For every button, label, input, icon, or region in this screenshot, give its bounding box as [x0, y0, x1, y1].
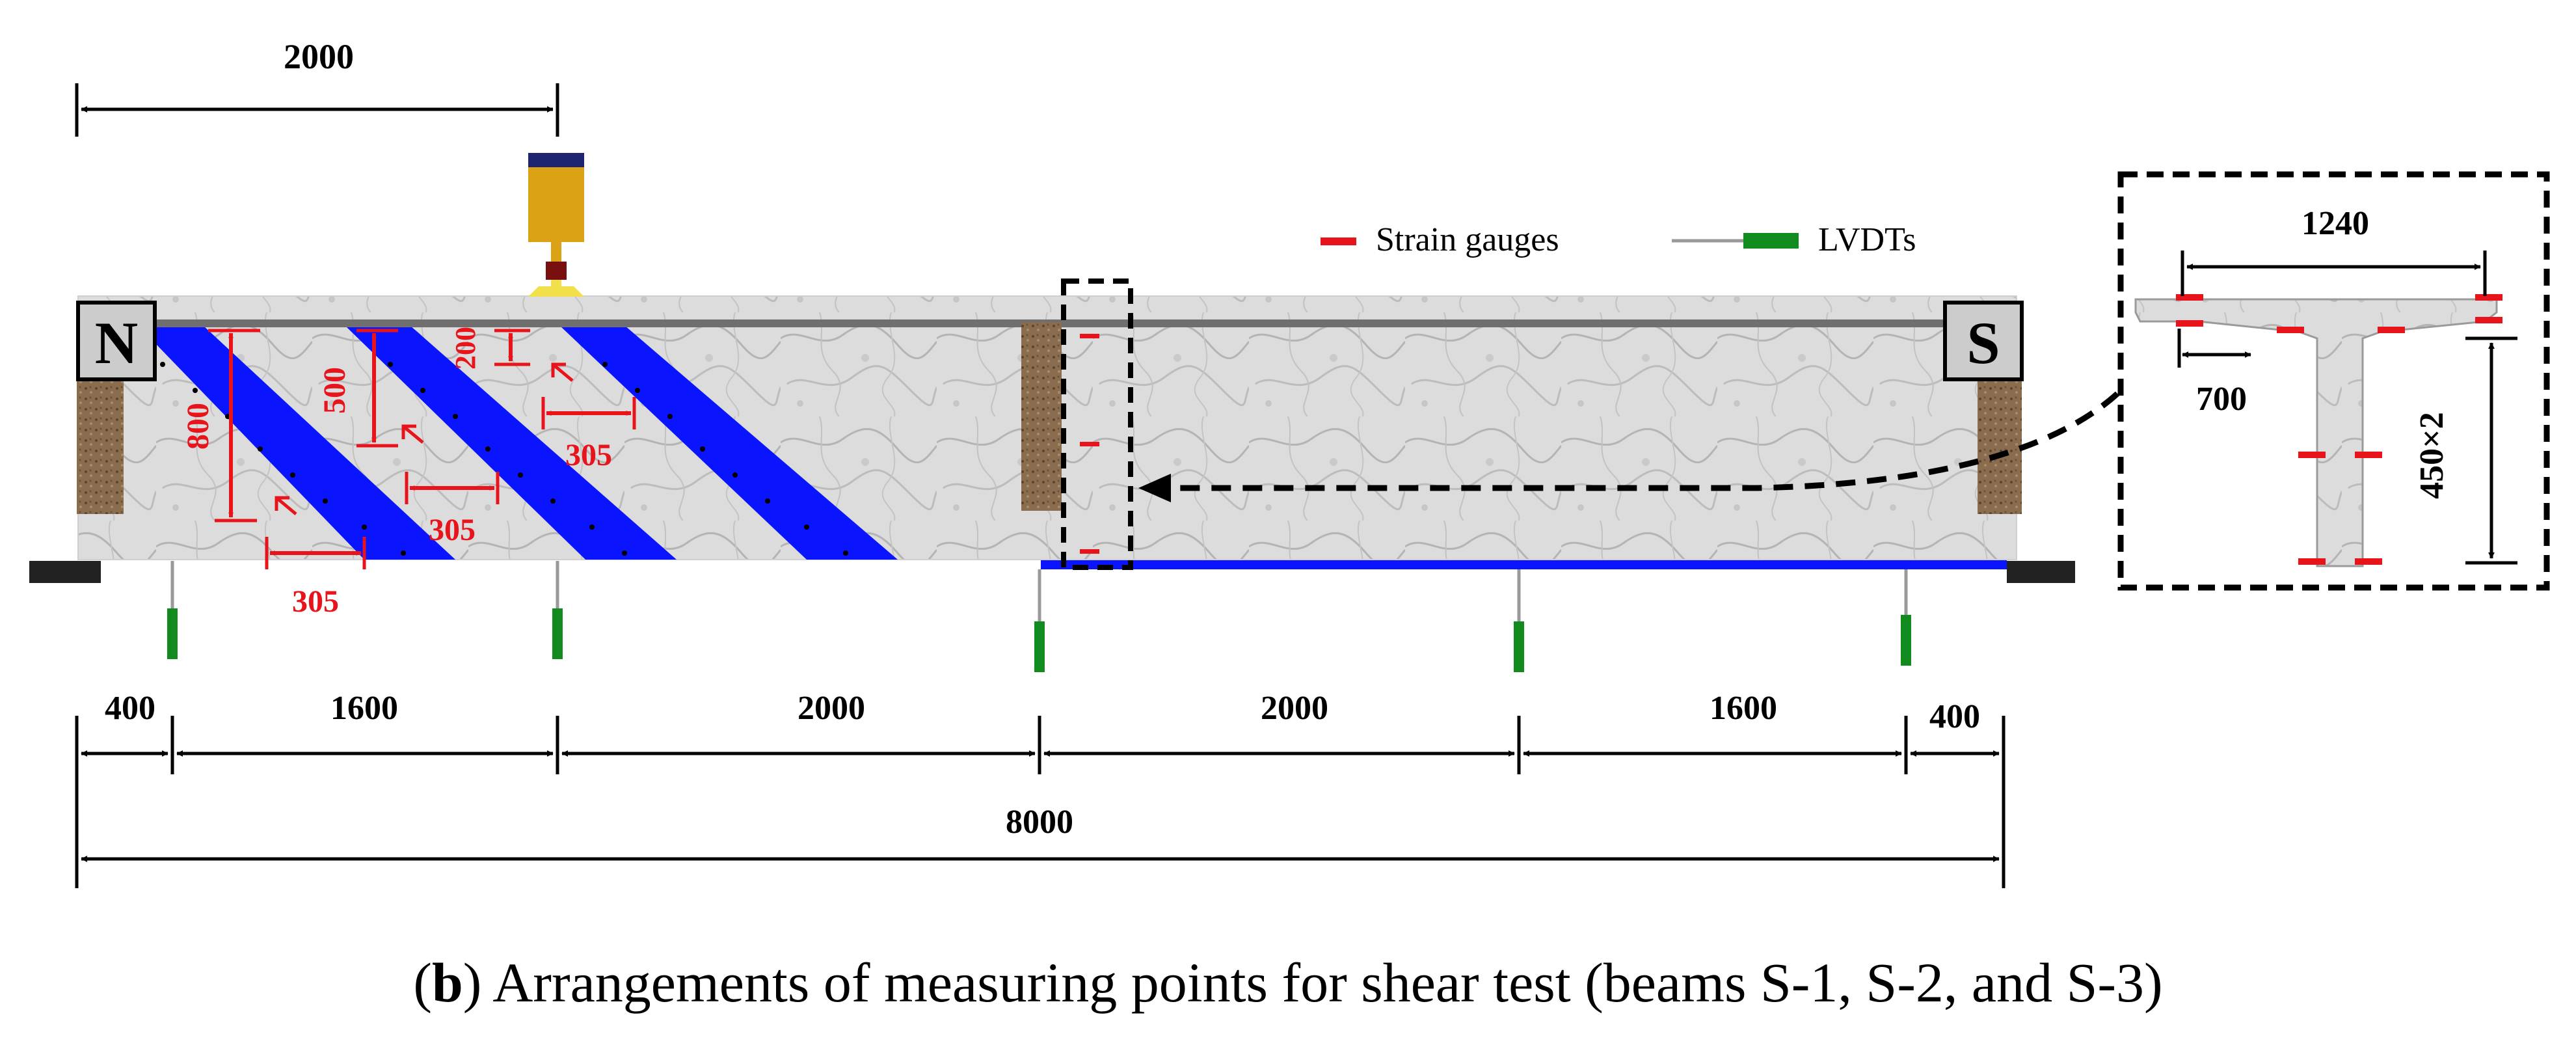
- section-leader-arrow: [1138, 391, 2120, 502]
- svg-text:800: 800: [181, 403, 215, 450]
- end-block-north: [77, 377, 124, 514]
- svg-text:700: 700: [2196, 381, 2247, 418]
- cfrp-strips: [138, 325, 898, 560]
- north-marker: N: [76, 301, 157, 381]
- legend-strain-gauges-label: Strain gauges: [1376, 221, 1559, 258]
- strain-gauges-section: [2176, 294, 2502, 565]
- cfrp-strip-3: [559, 325, 898, 560]
- support-right: [2007, 561, 2075, 583]
- figure-caption: (b) Arrangements of measuring points for…: [413, 951, 2163, 1014]
- cfrp-strip-1: [138, 325, 455, 560]
- legend-lvdts-label: LVDTs: [1818, 221, 1916, 258]
- svg-text:500: 500: [317, 367, 352, 414]
- strain-gauges-beam: [1080, 334, 1099, 554]
- svg-text:2000: 2000: [284, 37, 354, 76]
- legend-strain-gauge-swatch: [1321, 238, 1356, 245]
- svg-text:N: N: [95, 310, 138, 376]
- svg-text:1600: 1600: [1710, 690, 1777, 727]
- lvdt-sensors: [167, 561, 1911, 672]
- svg-text:305: 305: [565, 438, 612, 472]
- cross-section-inset: 1240 700 450×2: [2117, 171, 2550, 591]
- dimension-load-offset: 2000: [75, 37, 559, 137]
- legend-lvdt-swatch: [1743, 233, 1799, 249]
- legend: Strain gauges LVDTs: [1321, 221, 1916, 258]
- loading-actuator: [528, 153, 584, 297]
- caption-text: Arrangements of measuring points for she…: [481, 951, 2163, 1014]
- svg-text:2000: 2000: [798, 690, 865, 727]
- south-marker: S: [1943, 301, 2024, 381]
- t-section-shape: [2134, 298, 2498, 567]
- svg-text:305: 305: [292, 584, 339, 619]
- end-block-south: [1978, 377, 2022, 514]
- mid-diaphragm: [1021, 322, 1062, 511]
- caption-label: b: [431, 951, 463, 1014]
- svg-text:400: 400: [1929, 698, 1980, 735]
- svg-text:305: 305: [429, 513, 476, 547]
- cfrp-anchor-dots: [160, 362, 848, 556]
- span-dimensions: 400 1600 2000 2000 1600 400 8000: [75, 690, 2006, 888]
- support-left: [29, 561, 101, 583]
- svg-text:200: 200: [449, 327, 481, 370]
- svg-text:8000: 8000: [1006, 804, 1073, 841]
- svg-text:1600: 1600: [330, 690, 398, 727]
- svg-text:2000: 2000: [1261, 690, 1328, 727]
- svg-text:S: S: [1966, 310, 2000, 376]
- cfrp-dimensions: 800 500 200 305 305 305: [181, 327, 636, 619]
- cfrp-strip-2: [345, 325, 677, 560]
- svg-text:450×2: 450×2: [2413, 412, 2450, 499]
- svg-text:400: 400: [105, 690, 155, 727]
- strain-gauge-section-box: [1061, 278, 1133, 570]
- svg-text:1240: 1240: [2301, 205, 2369, 242]
